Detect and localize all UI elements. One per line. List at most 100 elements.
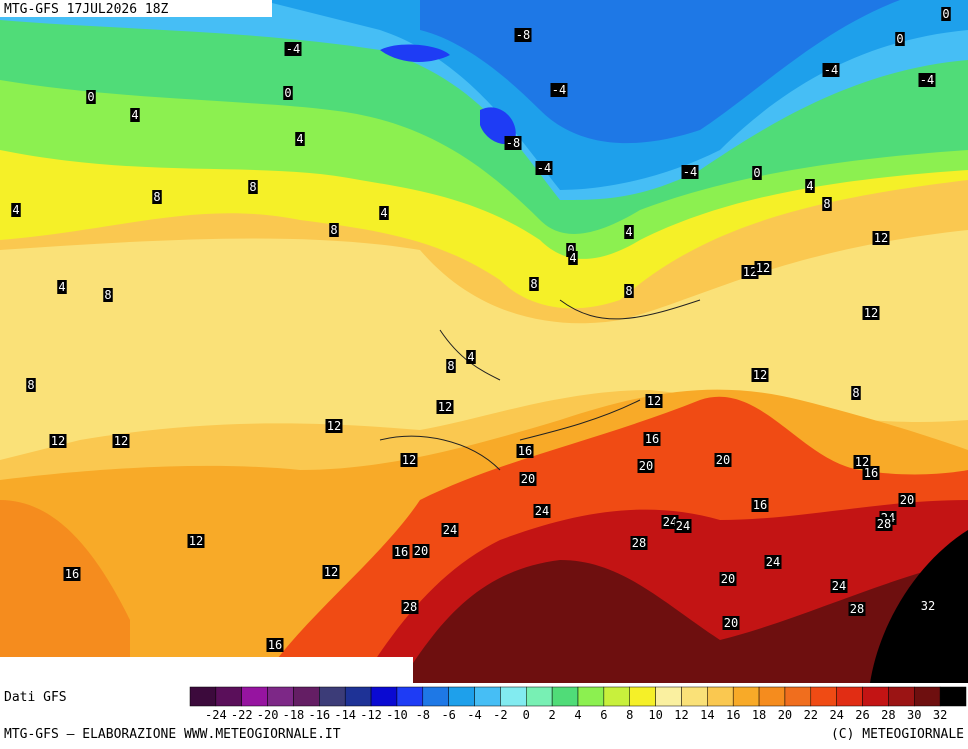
contour-label: 16	[753, 498, 767, 512]
footer-left: MTG-GFS — ELABORAZIONE WWW.METEOGIORNALE…	[4, 727, 341, 742]
contour-label-box	[661, 515, 679, 529]
scale-swatch	[189, 686, 217, 707]
contour-label: -4	[920, 73, 934, 87]
contour-label-box	[325, 419, 343, 433]
contour-label-box	[516, 444, 534, 458]
contour-label: 28	[877, 517, 891, 531]
scale-swatch	[939, 686, 967, 707]
scale-swatch	[293, 686, 320, 707]
scale-label: 22	[804, 708, 818, 722]
scale-label: 12	[674, 708, 688, 722]
scale-swatch	[655, 686, 682, 707]
contour-label-box	[875, 517, 893, 531]
scale-label: 10	[648, 708, 662, 722]
contour-label-box	[674, 519, 692, 533]
scale-label: 8	[626, 708, 633, 722]
contour-label-box	[63, 567, 81, 581]
contour-label: 8	[330, 223, 337, 237]
scale-swatch	[500, 686, 527, 707]
contour-label-box	[401, 600, 419, 614]
scale-swatch	[577, 686, 605, 707]
contour-label-box	[862, 466, 880, 480]
scale-swatch	[215, 686, 242, 707]
contour-label-box	[322, 565, 340, 579]
contour-label: -4	[824, 63, 838, 77]
contour-label-box	[751, 368, 769, 382]
contour-label-box	[643, 432, 661, 446]
scale-label: 32	[933, 708, 947, 722]
contour-label: 4	[569, 251, 576, 265]
contour-label: 0	[87, 90, 94, 104]
contour-label: 12	[327, 419, 341, 433]
contour-label: 8	[249, 180, 256, 194]
contour-label-box	[918, 73, 936, 87]
contour-label: 16	[518, 444, 532, 458]
scale-swatch	[474, 686, 501, 707]
contour-label-box	[624, 225, 634, 239]
contour-label: 0	[567, 243, 574, 257]
scale-swatch	[319, 686, 346, 707]
scale-label: -20	[257, 708, 279, 722]
contour-label-box	[533, 504, 551, 518]
contour-label: 20	[900, 493, 914, 507]
contour-label: 16	[394, 545, 408, 559]
contour-label-box	[441, 523, 459, 537]
scale-swatch	[862, 686, 889, 707]
contour-label-box	[466, 350, 476, 364]
scale-swatch	[681, 686, 708, 707]
scale-swatch	[396, 686, 424, 707]
contour-label-box	[187, 534, 205, 548]
contour-label: 12	[438, 400, 452, 414]
scale-label: 0	[523, 708, 530, 722]
title-box	[0, 0, 272, 17]
contour-label-box	[400, 453, 418, 467]
contour-label: 12	[874, 231, 888, 245]
title: MTG-GFS 17JUL2026 18Z	[4, 2, 169, 17]
contour-label-box	[57, 280, 67, 294]
contour-label: 12	[753, 368, 767, 382]
contour-label: 28	[850, 602, 864, 616]
contour-label-box	[919, 599, 937, 613]
contour-label-box	[851, 386, 861, 400]
contour-label-box	[681, 165, 699, 179]
contour-label-box	[848, 602, 866, 616]
contour-label-box	[504, 136, 522, 150]
contour-label: 8	[625, 284, 632, 298]
source: Dati GFS	[4, 690, 67, 705]
scale-swatch	[732, 686, 760, 707]
contour-label-box	[754, 261, 772, 275]
contour-label-box	[568, 251, 578, 265]
contour-label: 8	[447, 359, 454, 373]
contour-label: -4	[286, 42, 300, 56]
footer-right: (C) METEOGIORNALE	[831, 727, 964, 742]
scale-label: -16	[308, 708, 330, 722]
contour-label: -4	[537, 161, 551, 175]
color-scale: -24 -22 -20 -18 -16 -14 -12 -10 -8 -6 -4 -2 0 2 4 6 8 10 1…	[189, 686, 967, 722]
contour-label-box	[719, 572, 737, 586]
contour-label: 32	[921, 599, 935, 613]
contour-label-box	[283, 86, 293, 100]
contour-label-box	[872, 231, 890, 245]
scale-swatch	[344, 686, 372, 707]
scale-swatch	[914, 686, 941, 707]
contour-label-box	[752, 166, 762, 180]
contour-label-box	[830, 579, 848, 593]
contour-label-box	[535, 161, 553, 175]
scale-label: 30	[907, 708, 921, 722]
scale-label: 16	[726, 708, 740, 722]
scale-label: -14	[334, 708, 356, 722]
contour-label-box	[519, 472, 537, 486]
contour-label: 24	[676, 519, 690, 533]
contour-label: 4	[806, 179, 813, 193]
contour-label: 0	[284, 86, 291, 100]
contour-label-box	[529, 277, 539, 291]
scale-swatch	[526, 686, 553, 707]
scale-swatch	[810, 686, 837, 707]
contour-label-box	[645, 394, 663, 408]
contour-label-box	[86, 90, 96, 104]
scale-swatch	[629, 686, 656, 707]
contour-label: 24	[663, 515, 677, 529]
contour-label-box	[446, 359, 456, 373]
contour-label: 4	[625, 225, 632, 239]
